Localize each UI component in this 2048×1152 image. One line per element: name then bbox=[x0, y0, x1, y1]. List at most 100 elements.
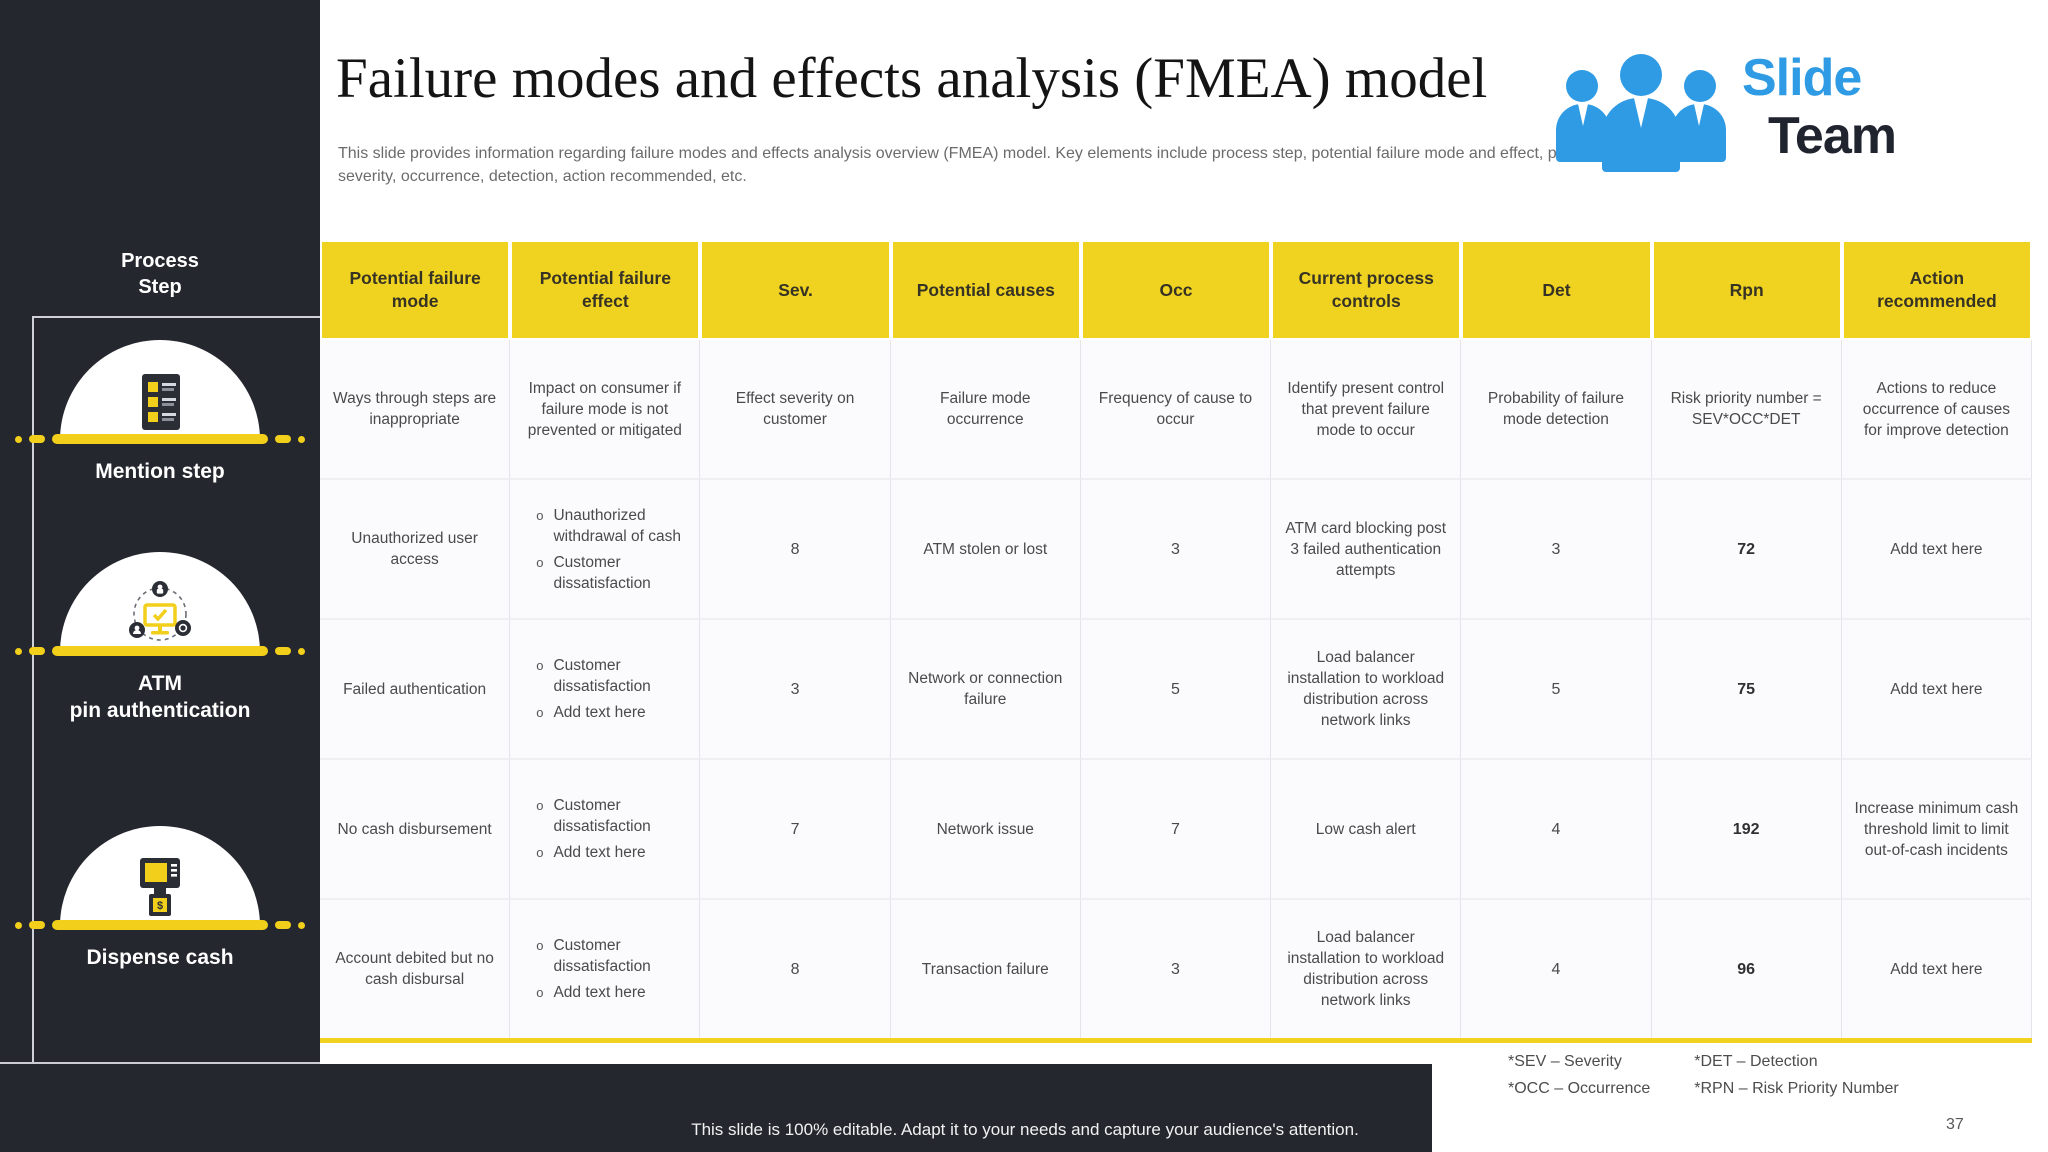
cell-occ: 5 bbox=[1080, 620, 1272, 760]
failure-effect-list: Customer dissatisfaction Add text here bbox=[536, 650, 689, 728]
table-accent-underline bbox=[320, 1038, 2032, 1043]
sidebar-item-atm-pin-authentication: ATM pin authentication bbox=[0, 552, 320, 724]
cell-failure-effect: Customer dissatisfaction Add text here bbox=[510, 760, 701, 900]
page-number: 37 bbox=[1946, 1116, 1964, 1133]
definition-cell: Risk priority number = SEV*OCC*DET bbox=[1651, 340, 1842, 480]
failure-effect-item[interactable]: Add text here bbox=[536, 982, 689, 1003]
cell-controls: Low cash alert bbox=[1271, 760, 1462, 900]
logo-word-team: Team bbox=[1768, 107, 1897, 165]
cell-failure-effect: Unauthorized withdrawal of cash Customer … bbox=[510, 480, 701, 620]
footnote-det: *DET – Detection bbox=[1694, 1053, 1818, 1070]
failure-effect-item: Customer dissatisfaction bbox=[536, 795, 689, 837]
sidebar-item-dispense-cash: $ Dispense cash bbox=[0, 826, 320, 971]
failure-effect-item[interactable]: Add text here bbox=[536, 842, 689, 863]
step-dome bbox=[60, 340, 260, 440]
editable-note: This slide is 100% editable. Adapt it to… bbox=[691, 1120, 1359, 1139]
failure-effect-list: Customer dissatisfaction Add text here bbox=[536, 790, 689, 868]
cell-controls: ATM card blocking post 3 failed authenti… bbox=[1271, 480, 1462, 620]
svg-text:$: $ bbox=[157, 900, 163, 912]
cell-failure-mode: No cash disbursement bbox=[320, 760, 511, 900]
definition-cell: Probability of failure mode detection bbox=[1461, 340, 1652, 480]
definition-cell: Identify present control that prevent fa… bbox=[1271, 340, 1462, 480]
column-header: Rpn bbox=[1651, 240, 1842, 340]
cell-sev: 8 bbox=[700, 900, 891, 1040]
cell-sev: 3 bbox=[700, 620, 891, 760]
cell-failure-effect: Customer dissatisfaction Add text here bbox=[510, 900, 701, 1040]
cell-det: 5 bbox=[1461, 620, 1652, 760]
failure-effect-item: Customer dissatisfaction bbox=[536, 552, 689, 594]
abbreviation-footnotes: *SEV – Severity *OCC – Occurrence *DET –… bbox=[1508, 1048, 1899, 1102]
column-header: Potential causes bbox=[890, 240, 1081, 340]
cell-action[interactable]: Add text here bbox=[1841, 900, 2032, 1040]
footnote-rpn: *RPN – Risk Priority Number bbox=[1694, 1080, 1899, 1097]
failure-effect-list: Unauthorized withdrawal of cash Customer … bbox=[536, 500, 689, 599]
step-label: Mention step bbox=[95, 460, 225, 483]
failure-effect-item: Customer dissatisfaction bbox=[536, 935, 689, 977]
definition-cell: Frequency of cause to occur bbox=[1080, 340, 1272, 480]
sidebar-bottom-divider bbox=[0, 1062, 320, 1064]
cell-causes: Network issue bbox=[890, 760, 1081, 900]
sidebar-outline-box bbox=[32, 316, 322, 1064]
cell-action: Increase minimum cash threshold limit to… bbox=[1841, 760, 2032, 900]
cell-controls: Load balancer installation to workload d… bbox=[1271, 900, 1462, 1040]
cell-occ: 3 bbox=[1080, 900, 1272, 1040]
column-header: Det bbox=[1461, 240, 1652, 340]
failure-effect-list: Customer dissatisfaction Add text here bbox=[536, 930, 689, 1008]
cell-action[interactable]: Add text here bbox=[1841, 480, 2032, 620]
footnote-column-left: *SEV – Severity *OCC – Occurrence bbox=[1508, 1048, 1650, 1102]
cell-det: 4 bbox=[1461, 900, 1652, 1040]
failure-effect-item[interactable]: Add text here bbox=[536, 702, 689, 723]
step-divider-bar bbox=[15, 646, 305, 656]
cell-failure-mode: Unauthorized user access bbox=[320, 480, 511, 620]
checklist-icon bbox=[124, 366, 196, 440]
cell-rpn: 75 bbox=[1651, 620, 1842, 760]
step-dome: $ bbox=[60, 826, 260, 926]
definition-cell: Failure mode occurrence bbox=[890, 340, 1081, 480]
footnote-column-right: *DET – Detection *RPN – Risk Priority Nu… bbox=[1694, 1048, 1898, 1102]
cell-action[interactable]: Add text here bbox=[1841, 620, 2032, 760]
definition-cell: Ways through steps are inappropriate bbox=[320, 340, 511, 480]
step-dome bbox=[60, 552, 260, 652]
column-header: Sev. bbox=[700, 240, 891, 340]
definition-cell: Impact on consumer if failure mode is no… bbox=[510, 340, 701, 480]
step-divider-bar bbox=[15, 434, 305, 444]
sidebar-heading: Process Step bbox=[121, 250, 199, 298]
cell-det: 3 bbox=[1461, 480, 1652, 620]
footer-band bbox=[0, 1064, 1432, 1152]
definition-cell: Effect severity on customer bbox=[700, 340, 891, 480]
atm-machine-icon: $ bbox=[124, 852, 196, 926]
column-header: Current process controls bbox=[1271, 240, 1462, 340]
failure-effect-item: Customer dissatisfaction bbox=[536, 655, 689, 697]
cell-rpn: 72 bbox=[1651, 480, 1842, 620]
cell-causes: Transaction failure bbox=[890, 900, 1081, 1040]
fmea-table: Potential failure mode Potential failure … bbox=[320, 240, 2032, 1040]
cell-failure-effect: Customer dissatisfaction Add text here bbox=[510, 620, 701, 760]
cell-sev: 7 bbox=[700, 760, 891, 900]
cell-rpn: 96 bbox=[1651, 900, 1842, 1040]
pin-network-icon bbox=[124, 578, 196, 652]
sidebar-item-mention-step: Mention step bbox=[0, 340, 320, 485]
column-header: Potential failure effect bbox=[510, 240, 701, 340]
cell-occ: 7 bbox=[1080, 760, 1272, 900]
cell-causes: ATM stolen or lost bbox=[890, 480, 1081, 620]
column-header: Potential failure mode bbox=[320, 240, 511, 340]
cell-det: 4 bbox=[1461, 760, 1652, 900]
step-label: ATM pin authentication bbox=[69, 672, 251, 722]
cell-causes: Network or connection failure bbox=[890, 620, 1081, 760]
cell-occ: 3 bbox=[1080, 480, 1272, 620]
step-label: Dispense cash bbox=[86, 946, 234, 969]
column-header: Occ bbox=[1080, 240, 1272, 340]
slideteam-logo: Slide Team bbox=[1556, 44, 2016, 194]
cell-failure-mode: Failed authentication bbox=[320, 620, 511, 760]
footnote-sev: *SEV – Severity bbox=[1508, 1053, 1622, 1070]
page-title: Failure modes and effects analysis (FMEA… bbox=[336, 47, 1488, 110]
process-step-sidebar: Process Step bbox=[0, 0, 322, 1152]
page-subtitle: This slide provides information regardin… bbox=[338, 145, 1668, 185]
cell-sev: 8 bbox=[700, 480, 891, 620]
logo-word-slide: Slide bbox=[1742, 49, 1862, 107]
cell-failure-mode: Account debited but no cash disbursal bbox=[320, 900, 511, 1040]
cell-controls: Load balancer installation to workload d… bbox=[1271, 620, 1462, 760]
step-divider-bar bbox=[15, 920, 305, 930]
failure-effect-item: Unauthorized withdrawal of cash bbox=[536, 505, 689, 547]
